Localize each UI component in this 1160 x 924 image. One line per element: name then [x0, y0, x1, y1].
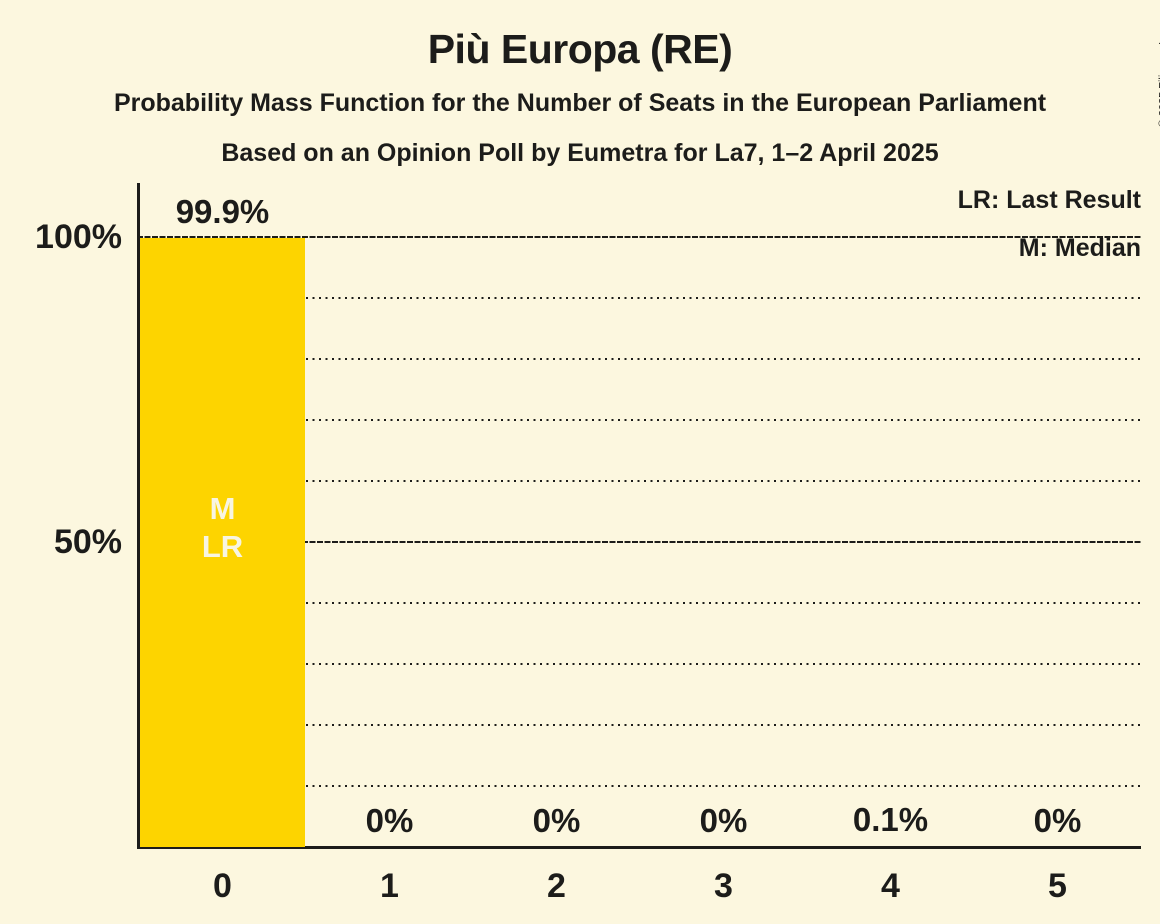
gridline-dotted-90	[137, 297, 1141, 299]
x-tick-label-5: 5	[1048, 867, 1067, 905]
x-tick-label-1: 1	[380, 867, 399, 905]
bar-value-label-4: 0.1%	[852, 801, 929, 839]
x-tick-label-4: 4	[881, 867, 900, 905]
bar-value-label-1: 0%	[365, 802, 414, 839]
gridline-dotted-30	[137, 663, 1141, 665]
poll-source-line: Based on an Opinion Poll by Eumetra for …	[221, 139, 939, 167]
bar-seats-0	[140, 237, 305, 847]
gridline-dotted-70	[137, 419, 1141, 421]
legend-last-result: LR: Last Result	[957, 186, 1141, 214]
gridline-dotted-40	[137, 602, 1141, 604]
chart-subtitle: Probability Mass Function for the Number…	[113, 89, 1047, 117]
x-axis-line	[137, 846, 1141, 849]
bar-value-label-5: 0%	[1033, 802, 1082, 839]
gridline-dotted-80	[137, 358, 1141, 360]
bar-value-label-2: 0%	[532, 802, 581, 839]
gridline-dotted-10	[137, 785, 1141, 787]
gridline-dotted-60	[137, 480, 1141, 482]
x-tick-label-3: 3	[714, 867, 733, 905]
gridline-solid-50	[137, 540, 1141, 544]
legend-median: M: Median	[1018, 234, 1141, 262]
y-tick-label-100: 100%	[35, 218, 122, 256]
bar-annotation-0: M LR	[201, 491, 244, 564]
y-axis-line	[137, 183, 140, 849]
x-tick-label-2: 2	[547, 867, 566, 905]
chart-title: Più Europa (RE)	[427, 26, 733, 72]
x-tick-label-0: 0	[213, 867, 232, 905]
gridline-dotted-20	[137, 724, 1141, 726]
bar-value-label-0: 99.9%	[175, 192, 270, 230]
y-tick-label-50: 50%	[53, 523, 122, 561]
gridline-solid-100	[137, 235, 1141, 239]
bar-value-label-3: 0%	[699, 802, 748, 839]
